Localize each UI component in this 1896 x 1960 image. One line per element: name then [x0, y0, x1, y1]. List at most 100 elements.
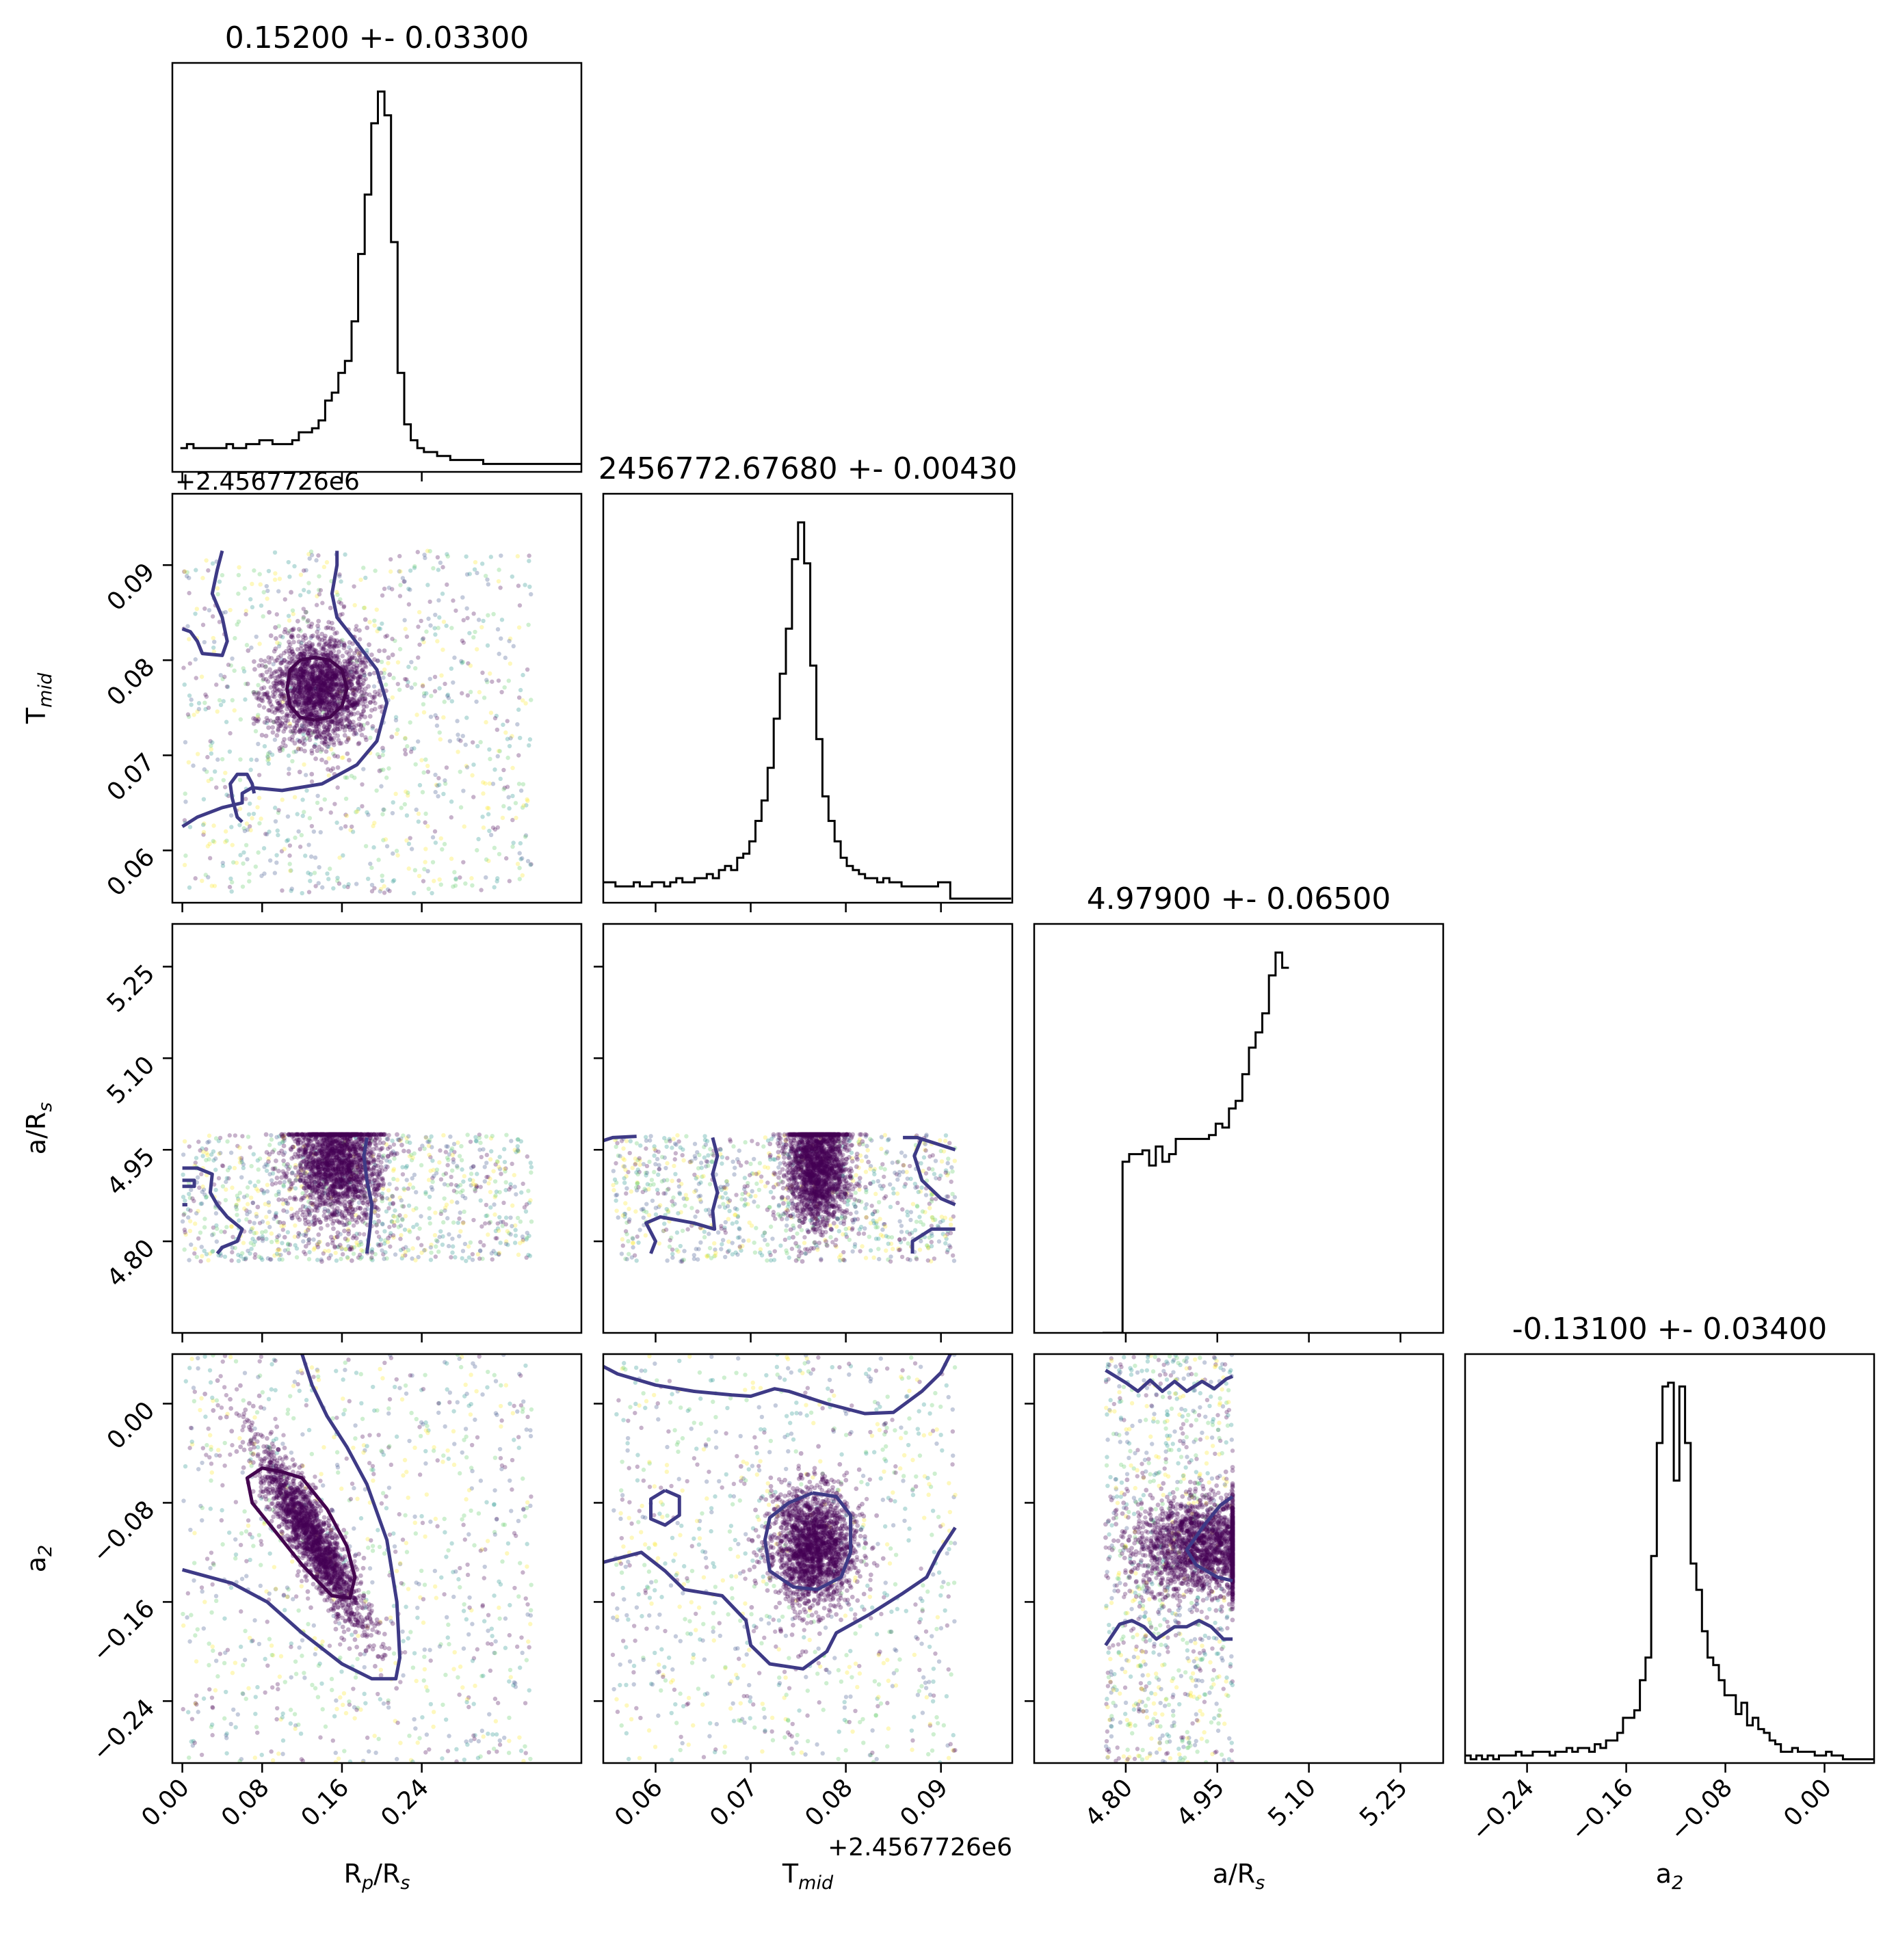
scatter-point: [319, 669, 325, 674]
scatter-point: [525, 1235, 529, 1241]
scatter-point: [506, 795, 511, 799]
scatter-point: [331, 1132, 337, 1137]
scatter-point: [248, 1180, 252, 1184]
scatter-point: [378, 1165, 384, 1169]
scatter-point: [317, 1171, 323, 1177]
scatter-point: [257, 641, 262, 646]
scatter-point: [337, 1243, 343, 1248]
scatter-point: [336, 1162, 341, 1167]
scatter-point: [331, 1167, 336, 1172]
scatter-point: [337, 726, 343, 732]
scatter-point: [283, 1175, 289, 1180]
scatter-point: [358, 1132, 363, 1137]
scatter-point: [333, 653, 339, 659]
scatter-point: [315, 662, 320, 667]
scatter-point: [528, 1197, 533, 1203]
scatter-point: [329, 671, 334, 676]
scatter-point: [315, 678, 320, 683]
scatter-point: [324, 1217, 329, 1222]
scatter-point: [467, 572, 472, 577]
scatter-point: [350, 691, 356, 696]
scatter-point: [369, 708, 374, 713]
scatter-point: [317, 703, 323, 708]
scatter-point: [336, 1149, 341, 1154]
scatter-point: [515, 721, 520, 727]
scatter-point: [426, 1143, 432, 1148]
scatter-point: [374, 1135, 379, 1141]
scatter-point: [334, 692, 339, 697]
scatter-point: [337, 1132, 342, 1137]
scatter-point: [311, 1237, 316, 1242]
scatter-point: [341, 605, 346, 610]
scatter-point: [288, 728, 293, 734]
scatter-point: [326, 678, 331, 683]
scatter-point: [206, 875, 211, 879]
scatter-point: [320, 683, 326, 687]
scatter-point: [513, 1233, 518, 1238]
scatter-point: [360, 1167, 365, 1172]
scatter-point: [378, 1171, 382, 1177]
scatter-point: [280, 660, 285, 665]
scatter-point: [452, 655, 457, 660]
scatter-point: [300, 1154, 305, 1160]
scatter-point: [337, 1182, 342, 1187]
scatter-point: [304, 689, 309, 695]
scatter-point: [321, 1177, 327, 1182]
scatter-point: [313, 678, 318, 684]
scatter-point: [298, 687, 304, 692]
scatter-point: [315, 687, 320, 692]
scatter-point: [367, 1155, 373, 1161]
scatter-point: [310, 692, 315, 698]
scatter-point: [350, 1132, 355, 1137]
scatter-point: [347, 1143, 352, 1148]
scatter-point: [340, 1176, 345, 1182]
scatter-point: [336, 1197, 341, 1203]
scatter-point: [325, 744, 330, 749]
scatter-point: [508, 736, 513, 741]
scatter-point: [317, 1184, 322, 1189]
scatter-point: [336, 1192, 341, 1197]
scatter-point: [320, 1202, 326, 1207]
scatter-point: [325, 1151, 330, 1156]
scatter-point: [279, 720, 285, 726]
scatter-point: [317, 574, 321, 579]
scatter-point: [381, 838, 386, 843]
scatter-point: [233, 1204, 239, 1209]
scatter-point: [326, 710, 332, 715]
scatter-point: [319, 674, 325, 679]
scatter-point: [294, 667, 299, 673]
scatter-point: [269, 1137, 274, 1142]
scatter-point: [308, 712, 314, 717]
scatter-point: [299, 665, 304, 670]
scatter-point: [347, 655, 352, 661]
scatter-point: [228, 607, 233, 613]
scatter-point: [282, 1150, 287, 1155]
scatter-point: [335, 719, 341, 724]
scatter-point: [337, 1150, 342, 1155]
scatter-point: [313, 724, 319, 730]
scatter-point: [335, 677, 341, 683]
scatter-point: [324, 725, 329, 730]
scatter-point: [352, 685, 358, 691]
scatter-point: [345, 1168, 351, 1173]
scatter-point: [327, 1134, 332, 1139]
scatter-point: [311, 1132, 316, 1137]
scatter-point: [332, 682, 337, 687]
scatter-point: [325, 681, 330, 686]
scatter-point: [281, 729, 287, 734]
scatter-point: [422, 1248, 427, 1253]
scatter-point: [308, 691, 314, 696]
scatter-point: [411, 1224, 416, 1230]
scatter-point: [359, 1242, 364, 1247]
scatter-point: [488, 555, 494, 559]
scatter-point: [342, 1163, 347, 1168]
scatter-point: [316, 1165, 321, 1170]
scatter-point: [341, 1132, 346, 1137]
scatter-point: [327, 1158, 332, 1163]
scatter-point: [292, 687, 298, 693]
scatter-point: [505, 784, 510, 789]
scatter-point: [312, 1218, 317, 1223]
scatter-point: [356, 674, 360, 680]
scatter-point: [315, 664, 319, 670]
scatter-point: [300, 689, 305, 695]
